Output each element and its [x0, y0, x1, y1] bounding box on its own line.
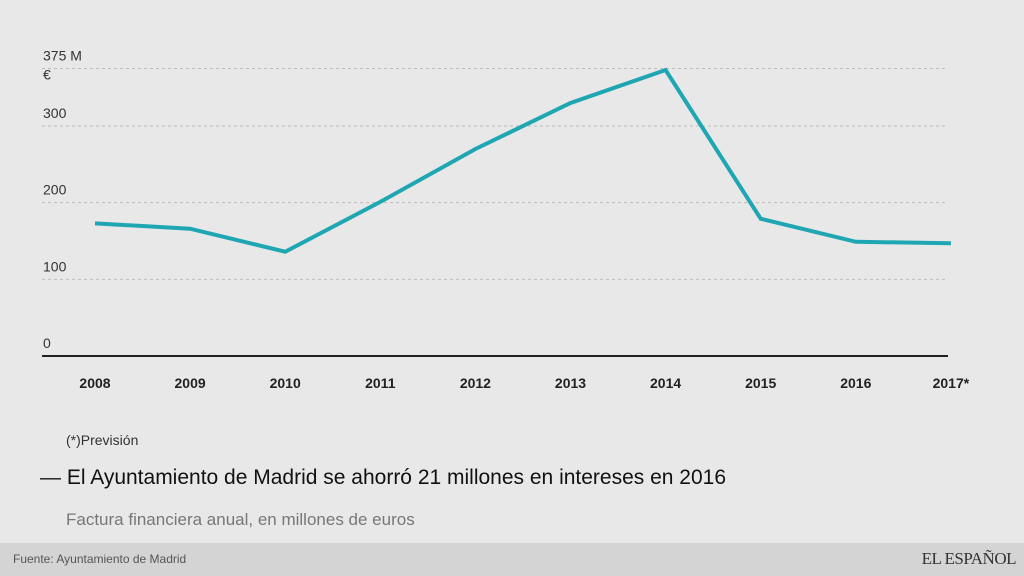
y-tick-label: 0: [43, 335, 51, 351]
x-tick-label: 2008: [79, 375, 110, 391]
chart-title: — El Ayuntamiento de Madrid se ahorró 21…: [40, 466, 726, 490]
footnote-prevision: (*)Previsión: [66, 432, 139, 448]
x-tick-label: 2010: [270, 375, 301, 391]
source-text: Fuente: Ayuntamiento de Madrid: [13, 552, 187, 566]
y-tick-label: 200: [43, 182, 67, 198]
chart-title-text: El Ayuntamiento de Madrid se ahorró 21 m…: [66, 466, 727, 489]
y-tick-label: 300: [43, 105, 67, 121]
el-espanol-logo: EL ESPAÑOL: [921, 549, 1017, 568]
x-tick-label: 2015: [745, 375, 776, 391]
x-tick-label: 2012: [460, 375, 491, 391]
line-chart: 0 100 200 300 375 M 2008 2009 2010 2011 2012 2013…: [42, 47, 970, 391]
x-tick-label: 2016: [840, 375, 871, 391]
y-tick-label: 375 M: [43, 47, 82, 63]
series-line: [94, 67, 951, 254]
y-axis-unit: €: [43, 66, 51, 82]
y-tick-label: 100: [43, 258, 67, 274]
x-tick-label: 2017*: [933, 375, 970, 391]
x-tick-label: 2014: [650, 375, 681, 391]
footer-bar: Fuente: Ayuntamiento de Madrid EL ESPAÑO…: [0, 543, 1024, 576]
x-tick-label: 2011: [365, 375, 396, 391]
x-tick-label: 2009: [175, 375, 206, 391]
x-tick-label: 2013: [555, 375, 586, 391]
title-dash: —: [40, 466, 61, 489]
chart-subtitle: Factura financiera anual, en millones de…: [66, 510, 415, 529]
